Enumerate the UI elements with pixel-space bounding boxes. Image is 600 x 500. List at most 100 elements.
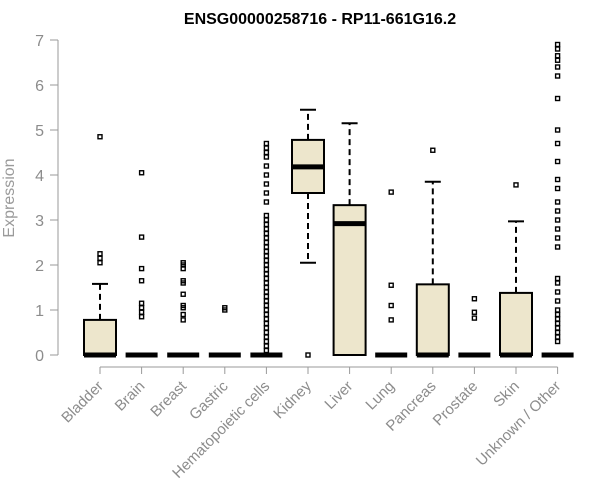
outlier-point (263, 154, 270, 160)
box-iqr (83, 318, 117, 356)
outlier-point (263, 325, 270, 331)
outlier-point (263, 244, 270, 250)
outlier-point (263, 307, 270, 313)
outlier-point (263, 235, 270, 241)
outlier-point (180, 278, 186, 284)
outlier-point (263, 239, 270, 246)
outlier-point (554, 158, 561, 165)
outlier-point (554, 320, 561, 327)
outlier-point (263, 226, 270, 232)
outlier-point (554, 334, 561, 340)
box-group (332, 122, 367, 356)
x-tick-label: Skin (490, 378, 523, 411)
y-tick-label: 1 (35, 303, 44, 320)
outlier-point (263, 257, 270, 264)
x-tick-label: Kidney (270, 377, 315, 422)
outlier-point (138, 234, 145, 240)
x-tick-label: Brain (112, 378, 149, 415)
x-tick-label: Breast (147, 377, 190, 420)
outlier-point (554, 217, 561, 223)
outlier-point (554, 329, 561, 336)
y-axis-label: Expression (1, 158, 18, 237)
outlier-point (554, 275, 561, 282)
box-group (458, 296, 491, 358)
box-group (167, 260, 200, 358)
outlier-point (263, 329, 270, 336)
y-tick-label: 3 (35, 213, 44, 230)
outlier-point (513, 182, 519, 188)
outlier-point (263, 140, 270, 147)
x-tick-label: Bladder (58, 378, 107, 427)
box-group (541, 41, 574, 358)
outlier-point (554, 325, 561, 331)
outlier-point (263, 145, 270, 151)
outlier-point (263, 253, 270, 259)
outlier-point (263, 284, 270, 291)
box-group (375, 189, 408, 358)
outlier-point (138, 305, 145, 311)
box-group (125, 170, 158, 358)
outlier-point (263, 275, 270, 282)
outlier-point (554, 57, 561, 63)
outlier-point (305, 352, 311, 358)
outlier-point (554, 298, 561, 304)
outlier-point (554, 176, 561, 183)
outlier-point (554, 73, 561, 79)
outlier-point (138, 309, 145, 315)
box-group (291, 108, 325, 358)
y-tick-label: 0 (35, 348, 44, 365)
outlier-point (180, 302, 186, 309)
outlier-point (263, 262, 270, 268)
outlier-point (554, 140, 561, 147)
outlier-point (138, 300, 145, 306)
outlier-point (554, 199, 561, 205)
outlier-point (263, 347, 270, 354)
outlier-point (263, 266, 270, 273)
y-tick-label: 7 (35, 33, 44, 50)
outlier-point (138, 314, 145, 320)
outlier-point (222, 305, 228, 311)
outlier-point (138, 170, 145, 176)
outlier-point (263, 230, 270, 237)
outlier-point (388, 189, 394, 195)
outlier-point (554, 311, 561, 318)
outlier-point (263, 280, 270, 286)
outlier-point (554, 289, 561, 295)
outlier-point (554, 127, 561, 133)
outlier-point (471, 315, 478, 321)
outlier-point (554, 64, 561, 70)
outlier-point (180, 317, 186, 323)
outlier-point (97, 255, 103, 261)
outlier-point (263, 271, 270, 277)
box-iqr (499, 291, 533, 356)
outlier-point (180, 311, 186, 318)
outlier-point (388, 317, 394, 323)
outlier-point (263, 149, 270, 156)
outlier-point (263, 248, 270, 255)
outlier-point (97, 260, 103, 266)
outlier-point (180, 260, 186, 266)
outlier-point (263, 320, 270, 327)
outlier-point (554, 316, 561, 322)
outlier-point (263, 190, 270, 196)
outlier-point (263, 338, 270, 345)
box-group (208, 305, 241, 358)
outlier-point (263, 163, 270, 169)
outlier-point (138, 278, 145, 284)
outlier-point (471, 296, 478, 302)
outlier-point (263, 334, 270, 340)
outlier-point (263, 289, 270, 295)
outlier-point (430, 147, 436, 153)
outlier-point (471, 309, 478, 315)
x-tick-label: Liver (321, 378, 356, 413)
outlier-point (554, 307, 561, 313)
outlier-point (263, 311, 270, 318)
outlier-point (263, 212, 270, 219)
outlier-point (554, 280, 561, 286)
outlier-point (554, 95, 561, 102)
chart-title: ENSG00000258716 - RP11-661G16.2 (184, 11, 456, 28)
outlier-point (263, 217, 270, 223)
box-group (250, 140, 283, 358)
outlier-point (97, 134, 103, 140)
